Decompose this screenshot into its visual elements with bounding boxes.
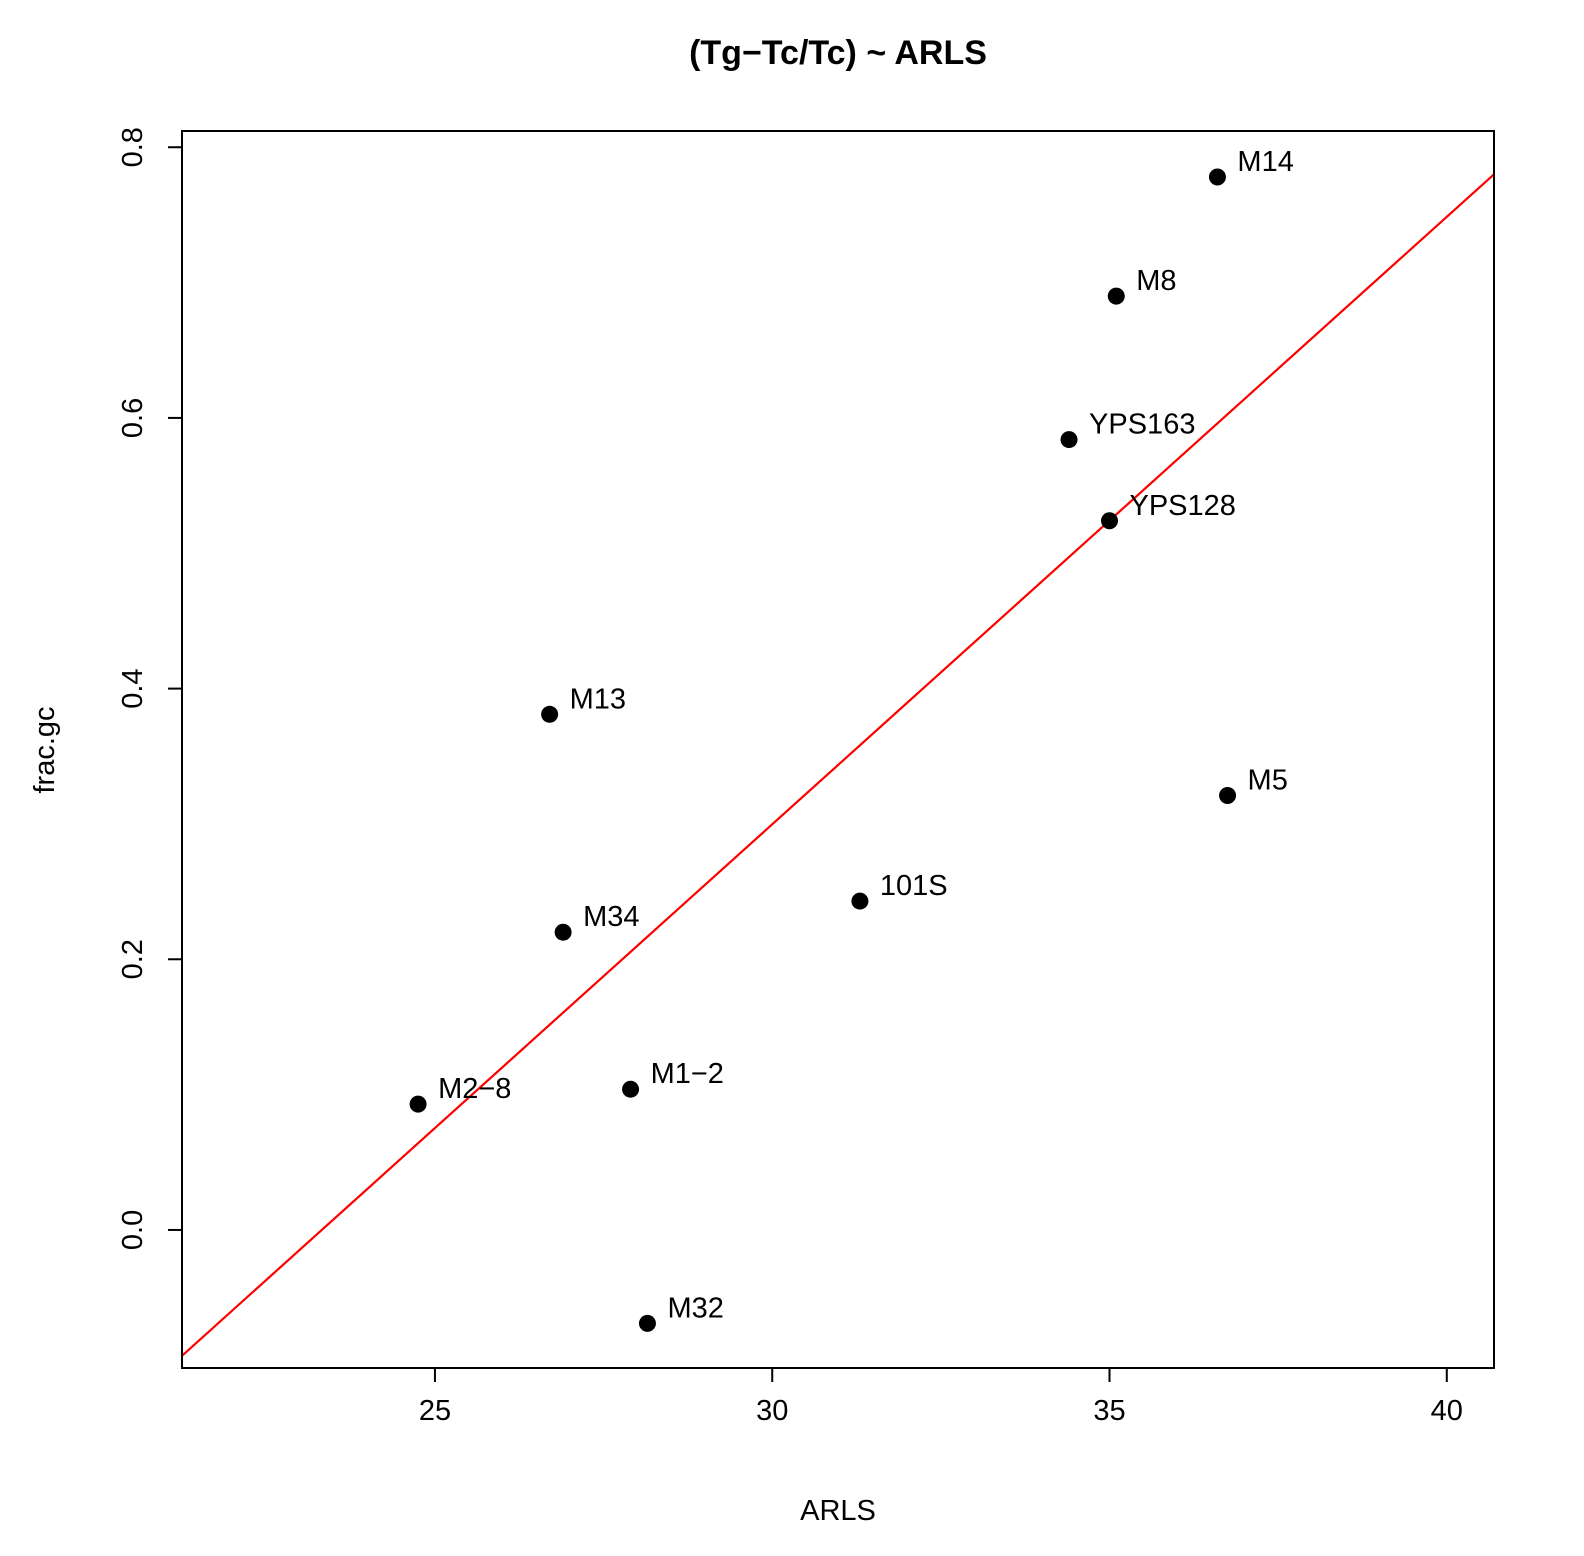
data-point bbox=[1219, 787, 1237, 805]
data-point-label: M34 bbox=[583, 901, 639, 933]
x-tick-label: 35 bbox=[1093, 1395, 1125, 1427]
x-tick-label: 25 bbox=[419, 1395, 451, 1427]
chart-title: (Tg−Tc/Tc) ~ ARLS bbox=[689, 34, 987, 72]
data-point bbox=[638, 1314, 656, 1332]
data-point-label: M5 bbox=[1248, 765, 1288, 797]
y-tick-label: 0.8 bbox=[117, 127, 149, 167]
data-point bbox=[1107, 287, 1125, 305]
y-axis: 0.0 0.2 0.4 0.6 0.8 bbox=[117, 127, 183, 1250]
data-point bbox=[622, 1080, 640, 1098]
data-point-label: 101S bbox=[880, 870, 948, 902]
x-axis-label: ARLS bbox=[800, 1495, 876, 1527]
y-tick-label: 0.4 bbox=[117, 668, 149, 708]
data-point-label: YPS128 bbox=[1130, 490, 1236, 522]
data-point-label: M13 bbox=[570, 683, 626, 715]
data-point bbox=[1101, 512, 1119, 530]
x-tick-label: 30 bbox=[756, 1395, 788, 1427]
data-point bbox=[851, 892, 869, 910]
y-axis-label: frac.gc bbox=[29, 706, 61, 793]
data-point bbox=[1208, 168, 1226, 186]
regression-line bbox=[181, 173, 1495, 1357]
data-point-label: M8 bbox=[1136, 265, 1176, 297]
points-layer: M14 M8 YPS163 YPS128 M13 M5 101S M34 M1−2 M2−8 M32 bbox=[409, 146, 1294, 1332]
y-tick-label: 0.6 bbox=[117, 398, 149, 438]
data-point bbox=[409, 1095, 427, 1113]
data-point-label: YPS163 bbox=[1089, 409, 1195, 441]
data-point-label: M14 bbox=[1237, 146, 1293, 178]
y-tick-label: 0.0 bbox=[117, 1210, 149, 1250]
data-point-label: M1−2 bbox=[651, 1058, 724, 1090]
data-point bbox=[554, 923, 572, 941]
data-point bbox=[541, 705, 559, 723]
data-point bbox=[1060, 431, 1078, 449]
data-point-label: M2−8 bbox=[438, 1073, 511, 1105]
regression-layer bbox=[181, 173, 1495, 1357]
y-tick-label: 0.2 bbox=[117, 939, 149, 979]
data-point-label: M32 bbox=[667, 1292, 723, 1324]
x-axis: 25 30 35 40 bbox=[419, 1367, 1463, 1427]
x-tick-label: 40 bbox=[1431, 1395, 1463, 1427]
